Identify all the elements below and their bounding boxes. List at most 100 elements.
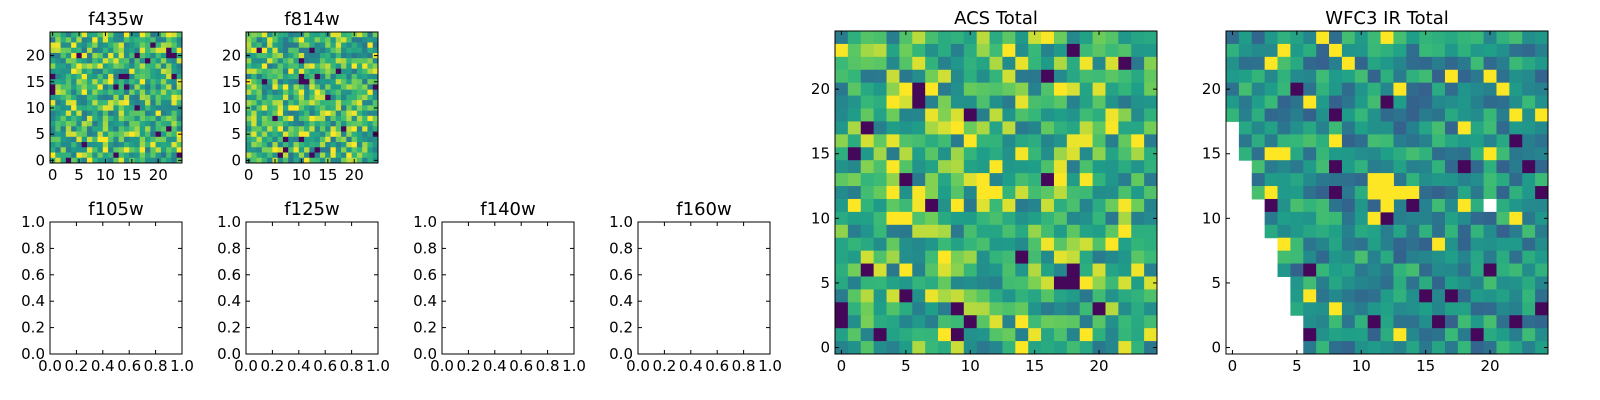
heatmap-cell [256,52,263,59]
heatmap-cell [899,315,913,329]
heatmap-cell [1290,82,1304,97]
heatmap-cell [293,42,300,49]
heatmap-cell [1015,315,1029,329]
heatmap-cell [367,58,374,64]
heatmap-cell [950,341,965,355]
heatmap-cell [1444,302,1459,316]
heatmap-cell [160,58,167,64]
heatmap-cell [1053,289,1068,303]
heatmap-cell [1290,69,1304,84]
heatmap-cell [309,52,316,59]
heatmap-cell [150,115,157,122]
heatmap-cell [71,147,77,154]
heatmap-cell [176,136,183,143]
heatmap-cell [118,94,125,101]
heatmap-cell [1105,302,1119,316]
heatmap-cell [145,37,151,43]
heatmap-cell [1522,211,1536,226]
heatmap-cell [319,42,326,49]
heatmap-cell [1367,134,1382,148]
heatmap-cell [50,63,56,70]
heatmap-cell [886,302,900,316]
heatmap-cell [92,121,99,127]
heatmap-cell [325,152,331,159]
heatmap-cell [1105,237,1119,252]
heatmap-cell [1380,224,1394,239]
heatmap-cell [835,186,849,200]
heatmap-cell [319,136,326,143]
heatmap-cell [1238,69,1253,84]
heatmap-cell [166,63,172,70]
heatmap-cell [1015,108,1029,122]
heatmap-cell [873,56,888,71]
heatmap-cell [150,136,157,143]
heatmap-cell [873,341,888,355]
heatmap-cell [50,136,56,143]
heatmap-cell [155,110,162,117]
heatmap-cell [1329,43,1343,58]
heatmap-cell [1354,173,1369,187]
heatmap-cell [899,186,913,200]
heatmap-cell [1509,95,1523,110]
heatmap-cell [145,121,151,127]
heatmap-cell [60,84,67,91]
heatmap-cell [950,69,965,84]
heatmap-cell [55,136,62,143]
heatmap-cell [1406,224,1420,239]
heatmap-cell [1002,341,1016,355]
heatmap-cell [1105,173,1119,187]
heatmap-cell [123,121,130,127]
heatmap-cell [1354,134,1369,148]
x-tick-label: 15 [1025,357,1044,375]
heatmap-cell [1329,147,1343,161]
heatmap-cell [1041,186,1055,200]
heatmap-cell [976,31,991,45]
heatmap-cell [351,68,358,75]
heatmap-cell [1118,198,1132,213]
heatmap-cell [246,73,252,80]
heatmap-cell [60,131,67,138]
heatmap-cell [1264,211,1279,226]
heatmap-cell [1393,263,1407,277]
heatmap-cell [1041,56,1055,71]
heatmap-cell [50,84,56,91]
heatmap-cell [129,131,135,138]
heatmap-cell [123,110,130,117]
heatmap-cell [171,121,178,127]
heatmap-cell [160,68,167,75]
heatmap-cell [1264,198,1279,213]
heatmap-cell [272,89,279,96]
heatmap-cell [261,58,268,64]
heatmap-cell [246,63,252,70]
heatmap-cell [134,121,141,127]
heatmap-cell [108,63,114,70]
heatmap-cell [1509,276,1523,290]
heatmap-cell [171,63,178,70]
heatmap-cell [1432,95,1446,110]
heatmap-cell [1316,43,1330,58]
heatmap-cell [372,94,379,101]
f814w-title: f814w [284,9,339,30]
heatmap-cell [272,84,279,91]
heatmap-cell [71,58,77,64]
heatmap-cell [81,47,88,54]
heatmap-cell [362,47,368,54]
heatmap-cell [50,68,56,75]
heatmap-cell [92,58,99,64]
heatmap-cell [76,89,83,96]
heatmap-cell [356,42,363,49]
heatmap-cell [325,94,331,101]
heatmap-cell [123,131,130,138]
heatmap-cell [372,152,379,159]
heatmap-cell [129,63,135,70]
heatmap-cell [102,52,109,59]
heatmap-cell [1419,237,1433,252]
x-tick-label: 0.8 [144,357,168,375]
heatmap-cell [341,68,347,75]
heatmap-cell [325,89,331,96]
heatmap-cell [171,142,178,148]
heatmap-cell [367,100,374,106]
heatmap-cell [1041,211,1055,226]
heatmap-cell [351,136,358,143]
x-tick-label: 0 [244,166,254,184]
